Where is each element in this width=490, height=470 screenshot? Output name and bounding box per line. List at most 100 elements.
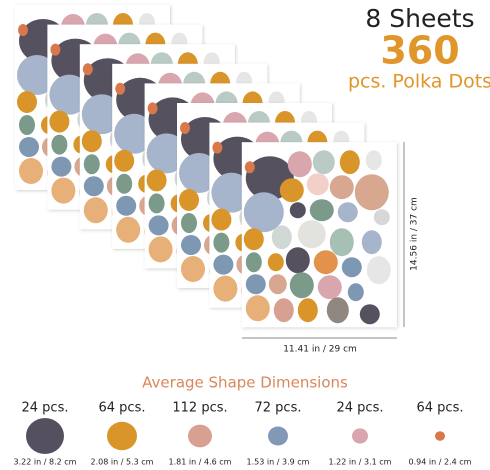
dot	[179, 189, 199, 211]
dot	[51, 177, 76, 204]
sheet-stack	[15, 5, 397, 328]
dot	[51, 156, 72, 177]
dot	[83, 197, 108, 224]
shape-count: 24 pcs.	[337, 401, 384, 416]
shape-count: 72 pcs.	[255, 401, 302, 416]
dot	[326, 297, 349, 324]
dot	[179, 153, 219, 193]
shape-sample	[352, 428, 368, 444]
dot	[359, 304, 380, 325]
dot	[287, 151, 312, 178]
dot	[116, 195, 137, 216]
dot	[243, 228, 264, 251]
dot	[213, 232, 230, 253]
dot	[245, 274, 266, 295]
dot	[273, 298, 294, 323]
dot	[49, 74, 90, 115]
dot	[297, 298, 318, 323]
dot	[341, 257, 362, 278]
shape-size: 1.53 in / 3.9 cm	[247, 458, 310, 467]
shape-sample	[435, 431, 445, 441]
dot	[114, 149, 135, 172]
shape-size: 0.94 in / 2.4 cm	[409, 458, 472, 467]
count-heading: 360	[380, 29, 459, 73]
shape-sample	[268, 426, 288, 446]
dot	[243, 192, 284, 233]
dot	[146, 133, 187, 174]
dot	[289, 202, 306, 219]
dot	[18, 24, 28, 36]
shape-size: 3.22 in / 8.2 cm	[14, 458, 77, 467]
dot	[116, 173, 133, 194]
dot	[51, 134, 68, 155]
shape-sample	[107, 421, 137, 451]
dot	[19, 115, 35, 135]
dot	[267, 253, 284, 272]
shape-list: 24 pcs. 3.22 in / 8.2 cm 64 pcs. 2.08 in / …	[14, 401, 472, 467]
shape-size: 1.22 in / 3.1 cm	[329, 458, 392, 467]
dot	[373, 209, 390, 226]
shape-sample	[188, 424, 212, 448]
dot	[354, 174, 389, 211]
shape-count: 112 pcs.	[172, 401, 227, 416]
dot	[244, 161, 255, 174]
dot	[347, 283, 364, 302]
dot	[306, 173, 329, 196]
dot	[17, 91, 37, 113]
dot	[148, 215, 169, 236]
dot	[339, 150, 360, 175]
dot	[312, 150, 335, 175]
dot	[337, 202, 358, 223]
dot	[148, 193, 165, 214]
dot	[245, 252, 262, 273]
shape-count: 24 pcs.	[22, 401, 69, 416]
dot	[329, 175, 354, 200]
dot	[213, 254, 234, 275]
dot	[81, 130, 102, 153]
subtitle: pcs. Polka Dots	[348, 71, 490, 93]
dot	[83, 176, 104, 197]
dot	[147, 102, 158, 115]
dot	[180, 122, 190, 134]
dot	[365, 150, 382, 171]
width-label: 11.41 in / 29 cm	[283, 345, 357, 355]
dot	[211, 172, 252, 213]
dot	[245, 295, 270, 322]
dot	[115, 82, 126, 95]
height-label: 14.56 in / 37 cm	[410, 197, 420, 271]
shape-sample	[26, 417, 64, 455]
dot	[212, 141, 223, 154]
dot	[313, 250, 338, 275]
dot	[329, 228, 354, 257]
dot	[81, 94, 122, 135]
sheets-heading: 8 Sheets	[365, 4, 474, 33]
dot	[211, 208, 232, 231]
shape-size: 2.08 in / 5.3 cm	[91, 458, 154, 467]
dot	[17, 55, 57, 95]
dot	[50, 43, 61, 56]
dot	[116, 216, 141, 243]
dot	[309, 199, 334, 222]
shapes-title: Average Shape Dimensions	[142, 374, 348, 392]
dot	[181, 213, 197, 233]
dot	[49, 110, 70, 133]
dot	[82, 63, 93, 76]
dot	[361, 230, 382, 255]
sheet	[241, 142, 397, 328]
dot	[289, 272, 314, 299]
dot	[146, 169, 167, 192]
dot	[19, 137, 39, 157]
dot	[181, 256, 205, 282]
dot	[181, 235, 201, 255]
dot	[148, 236, 173, 263]
dot	[366, 256, 391, 285]
shape-count: 64 pcs.	[417, 401, 464, 416]
dot	[213, 275, 238, 302]
dot	[271, 225, 292, 250]
dot	[279, 178, 304, 203]
shape-size: 1.81 in / 4.6 cm	[169, 458, 232, 467]
dot	[297, 220, 326, 249]
dot	[114, 113, 155, 154]
shape-count: 64 pcs.	[99, 401, 146, 416]
